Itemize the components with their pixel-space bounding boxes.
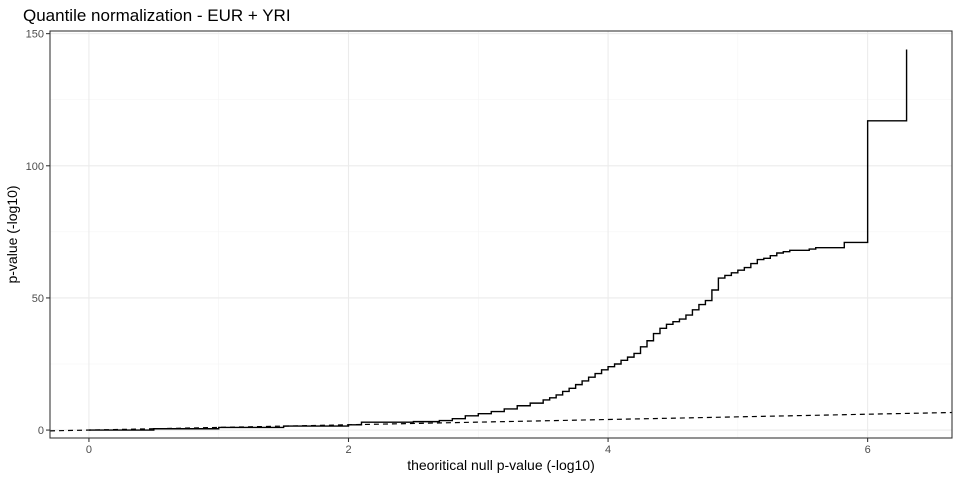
x-tick-label: 0: [86, 444, 92, 456]
major-gridlines: [50, 31, 952, 438]
y-tick-label: 100: [26, 161, 44, 173]
x-axis: 0 2 4 6: [86, 438, 871, 456]
y-axis: 0 50 100 150: [26, 29, 50, 437]
plot-panel-border: [49, 30, 953, 439]
y-tick-label: 0: [38, 425, 44, 437]
observed-pvalue-step-line: [88, 49, 908, 431]
y-axis-title: p-value (-log10): [4, 185, 20, 283]
chart-title: Quantile normalization - EUR + YRI: [23, 6, 291, 25]
x-tick-label: 6: [865, 444, 871, 456]
x-tick-label: 4: [605, 444, 611, 456]
x-tick-label: 2: [345, 444, 351, 456]
y-tick-label: 150: [26, 29, 44, 41]
y-tick-label: 50: [32, 293, 44, 305]
series-layer: [49, 49, 953, 432]
minor-gridlines: [50, 31, 952, 438]
x-axis-title: theoritical null p-value (-log10): [407, 457, 595, 473]
null-reference-dashed-line: [49, 411, 953, 432]
plot-panel-background: [50, 31, 952, 438]
